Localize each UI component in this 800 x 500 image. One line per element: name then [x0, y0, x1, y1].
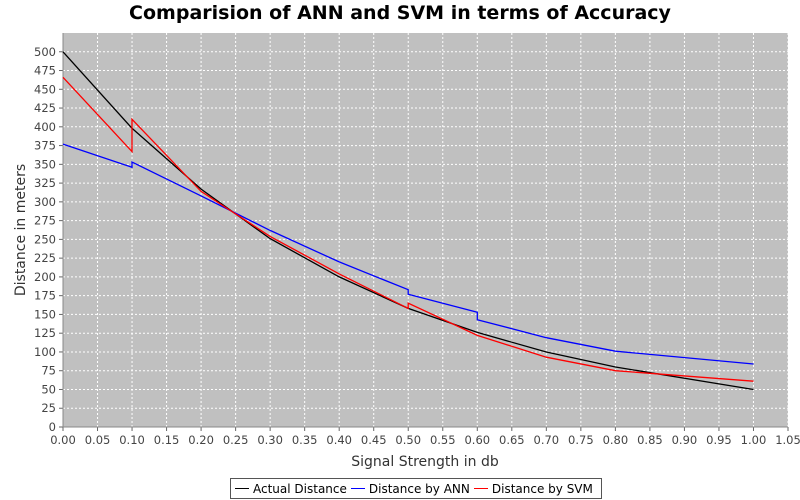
y-tick-label: 400	[34, 120, 56, 134]
y-axis-title: Distance in meters	[13, 164, 29, 296]
x-tick-label: 0.45	[361, 433, 387, 447]
x-tick-label: 0.25	[223, 433, 249, 447]
x-tick-label: 0.35	[292, 433, 318, 447]
series-lines	[62, 51, 754, 391]
series-line-actual-distance	[62, 51, 754, 391]
x-tick-label: 0.60	[464, 433, 490, 447]
x-tick-label: 0.75	[568, 433, 594, 447]
legend-item: Actual Distance	[235, 482, 347, 496]
y-tick-label: 425	[34, 101, 56, 115]
x-tick-label: 0.65	[499, 433, 525, 447]
y-tick-label: 475	[34, 64, 56, 78]
series-line-distance-by-svm	[62, 76, 754, 382]
legend-swatch	[235, 488, 249, 489]
y-tick-label: 225	[34, 251, 56, 265]
x-tick-label: 0.40	[326, 433, 352, 447]
y-tick-label: 75	[41, 364, 56, 378]
x-tick-label: 0.90	[672, 433, 698, 447]
x-tick-label: 0.85	[637, 433, 663, 447]
y-tick-label: 275	[34, 214, 56, 228]
x-tick-label: 0.95	[706, 433, 732, 447]
legend-item: Distance by ANN	[350, 481, 470, 496]
y-tick-label: 500	[34, 45, 56, 59]
y-tick-label: 150	[34, 307, 56, 321]
x-tick-label: 0.50	[395, 433, 421, 447]
y-tick-label: 25	[41, 401, 56, 415]
x-tick-label: 0.05	[85, 433, 111, 447]
series-line-distance-by-ann	[62, 143, 754, 365]
y-tick-label: 300	[34, 195, 56, 209]
y-tick-label: 200	[34, 270, 56, 284]
legend: Actual Distance Distance by ANN Distance b…	[230, 478, 602, 499]
y-tick-label: 350	[34, 157, 56, 171]
legend-label: Distance by SVM	[491, 481, 593, 496]
x-tick-label: 0.70	[534, 433, 560, 447]
x-axis-title: Signal Strength in db	[351, 454, 499, 470]
y-tick-label: 375	[34, 139, 56, 153]
legend-swatch	[473, 488, 488, 489]
y-tick-label: 175	[34, 289, 56, 303]
y-tick-label: 50	[41, 382, 56, 396]
y-tick-label: 450	[34, 82, 56, 96]
chart-title: Comparision of ANN and SVM in terms of A…	[129, 2, 671, 24]
axes: 0.00 0.05 0.10 0.15 0.20 0.25 0.30 0.35 0.40 0.45…	[34, 33, 800, 447]
x-tick-label: 1.05	[775, 433, 800, 447]
x-tick-label: 0.10	[119, 433, 145, 447]
legend-label: Actual Distance	[253, 481, 347, 496]
x-tick-label: 0.15	[154, 433, 180, 447]
y-tick-label: 125	[34, 326, 56, 340]
plot-area	[63, 33, 788, 427]
y-tick-label: 100	[34, 345, 56, 359]
x-tick-label: 0.80	[603, 433, 629, 447]
grid-lines	[62, 33, 789, 428]
x-tick-label: 0.55	[430, 433, 456, 447]
y-tick-label: 250	[34, 232, 56, 246]
legend-label: Distance by ANN	[368, 481, 470, 496]
x-tick-label: 1.00	[741, 433, 767, 447]
legend-swatch	[350, 488, 365, 489]
y-tick-label: 325	[34, 176, 56, 190]
legend-item: Distance by SVM	[473, 481, 593, 496]
y-tick-label: 0	[49, 420, 56, 434]
x-tick-label: 0.30	[257, 433, 283, 447]
x-tick-label: 0.00	[50, 433, 76, 447]
x-tick-label: 0.20	[188, 433, 214, 447]
